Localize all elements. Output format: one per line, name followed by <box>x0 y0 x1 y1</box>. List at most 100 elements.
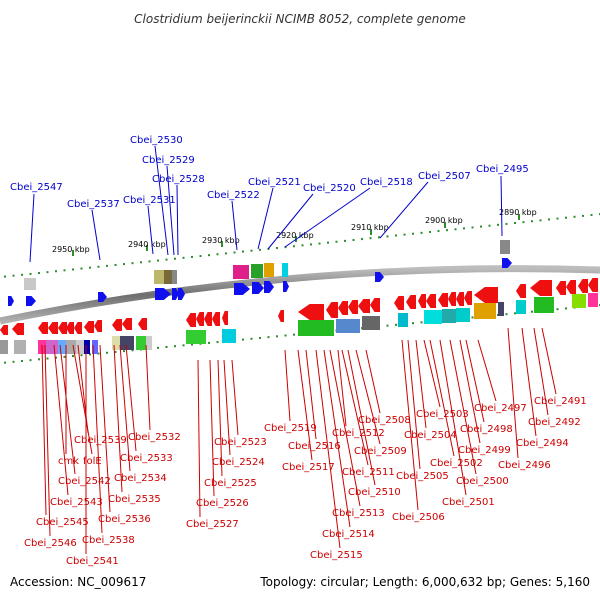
gene-label-cbei-2529: Cbei_2529 <box>142 155 195 166</box>
kbp-label: 2890 kbp <box>499 208 537 217</box>
leader-cbei-2538 <box>92 344 103 534</box>
leader-cbei-2502 <box>429 339 455 457</box>
leader-cbei-2497 <box>477 339 497 402</box>
outer-dot <box>437 230 440 233</box>
gene-label-cbei-2515: Cbei_2515 <box>310 550 363 561</box>
inner-dot <box>157 346 159 349</box>
outer-dot <box>582 214 584 217</box>
outer-dot <box>106 264 108 267</box>
kbp-label: 2920 kbp <box>276 231 314 240</box>
outer-dot <box>131 262 134 265</box>
cog-box <box>398 313 408 327</box>
outer-dot <box>80 267 83 270</box>
outer-dot <box>242 250 244 253</box>
reverse-gene-arrow <box>84 321 94 333</box>
leader-cbei-2542 <box>59 344 76 475</box>
genome-backbone <box>0 265 600 325</box>
inner-dot <box>4 361 6 364</box>
reverse-gene-arrow <box>370 298 380 312</box>
leader-cbei-2532 <box>145 344 151 431</box>
reverse-gene-arrow <box>530 280 552 296</box>
leader-cbei-2533 <box>125 344 137 452</box>
outer-dot <box>29 272 32 275</box>
outer-dot <box>454 228 457 231</box>
leader-cbei-2547 <box>29 193 35 263</box>
cog-box <box>233 265 249 279</box>
reverse-gene-arrow <box>578 279 588 293</box>
outer-dot <box>165 258 168 261</box>
outer-dot <box>386 235 389 238</box>
leader-cbei-2506 <box>401 339 419 511</box>
gene-label-cbei-2526: Cbei_2526 <box>196 498 249 509</box>
cog-box <box>14 340 26 354</box>
forward-gene-arrow <box>8 296 14 306</box>
kbp-tick <box>370 229 372 235</box>
leader-cbei-2536 <box>99 344 111 513</box>
cog-box <box>588 293 598 307</box>
reverse-gene-arrow <box>298 304 324 320</box>
gene-label-cbei-2501: Cbei_2501 <box>442 497 495 508</box>
cog-box <box>282 263 288 277</box>
leader-cbei-2504 <box>415 339 427 429</box>
reverse-gene-arrow <box>566 280 576 294</box>
forward-gene-arrow <box>155 288 171 300</box>
leader-cbei-2507 <box>379 181 429 239</box>
reverse-gene-arrow <box>588 278 598 292</box>
leader-cbei-2525 <box>217 359 223 477</box>
leader-cbei-2534 <box>119 344 131 472</box>
leader-cbei-2527 <box>197 359 201 518</box>
gene-label-cbei-2517: Cbei_2517 <box>282 462 335 473</box>
inner-dot <box>63 355 66 358</box>
inner-dot <box>80 354 83 357</box>
cog-box <box>120 336 134 350</box>
inner-dot <box>182 344 185 347</box>
outer-dot <box>505 222 508 225</box>
gene-label-cbei-2516: Cbei_2516 <box>288 441 341 452</box>
gene-features <box>0 240 598 354</box>
outer-dot <box>446 229 448 232</box>
outer-dot <box>12 274 15 277</box>
leader-cbei-2505 <box>407 339 421 470</box>
gene-label-cbei-2514: Cbei_2514 <box>322 529 375 540</box>
reverse-gene-arrow <box>38 322 48 334</box>
outer-dot <box>480 225 482 228</box>
leader-cbei-2495 <box>500 175 503 237</box>
outer-dot <box>301 244 304 247</box>
kbp-label: 2950 kbp <box>52 245 90 254</box>
map-title: Clostridium beijerinckii NCIMB 8052, com… <box>134 12 466 26</box>
cog-box <box>112 336 122 350</box>
reverse-gene-arrow <box>0 325 8 335</box>
outer-dot <box>114 263 117 266</box>
outer-dot <box>276 247 278 250</box>
inner-dot <box>208 341 210 344</box>
outer-dot <box>420 231 423 234</box>
gene-label-cbei-2520: Cbei_2520 <box>303 183 356 194</box>
outer-dot <box>225 252 227 255</box>
kbp-tick <box>444 222 446 228</box>
gene-label-cbei-2537: Cbei_2537 <box>67 199 120 210</box>
leader-cbei-2531 <box>147 205 154 255</box>
cog-box <box>264 263 274 277</box>
leader-cbei-2521 <box>257 187 274 250</box>
reverse-gene-arrow <box>66 322 74 334</box>
forward-gene-arrow <box>375 272 384 282</box>
inner-dot <box>284 334 287 337</box>
leader-cbei-2513 <box>329 349 361 507</box>
outer-dot <box>199 255 202 258</box>
inner-dot <box>556 308 559 311</box>
cog-box <box>92 340 98 354</box>
inner-dot <box>276 335 278 338</box>
cog-box <box>172 270 177 284</box>
leader-cbei-2530 <box>154 145 169 256</box>
cog-box <box>251 264 263 278</box>
kbp-label: 2910 kbp <box>351 223 389 232</box>
gene-label-cbei-2543: Cbei_2543 <box>50 497 103 508</box>
leader-cbei-2518 <box>284 187 371 248</box>
cog-box <box>164 270 173 284</box>
inner-dot <box>46 357 49 360</box>
leader-cbei-2494 <box>521 327 537 437</box>
reverse-gene-arrow <box>138 318 147 330</box>
inner-dot <box>29 359 32 362</box>
gene-label-cbei-2523: Cbei_2523 <box>214 437 267 448</box>
forward-gene-arrow <box>264 281 274 293</box>
